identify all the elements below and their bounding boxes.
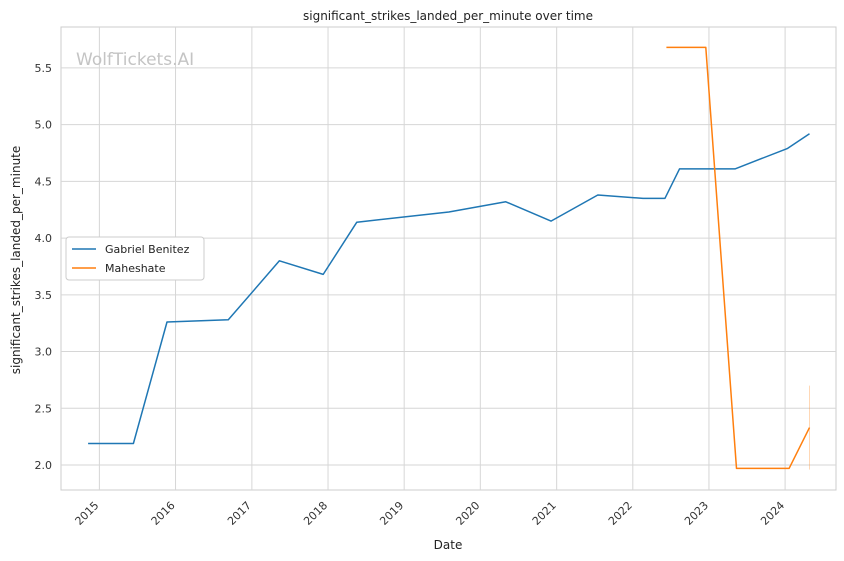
y-axis-label: significant_strikes_landed_per_minute [9,146,23,375]
y-tick-label: 4.0 [35,232,53,245]
legend: Gabriel Benitez Maheshate [65,236,205,281]
chart-title: significant_strikes_landed_per_minute ov… [303,9,593,23]
x-tick-label: 2019 [377,499,406,528]
series-lines [88,46,811,470]
x-tick-label: 2015 [73,499,102,528]
y-tick-label: 5.0 [35,119,53,132]
watermark: WolfTickets.AI [76,50,194,70]
series-line-maheshate [666,46,811,470]
x-tick-label: 2020 [453,499,482,528]
y-tick-label: 5.5 [35,62,53,75]
legend-box [65,236,205,281]
x-axis-label: Date [434,538,463,552]
y-tick-labels: 2.0 2.5 3.0 3.5 4.0 4.5 5.0 5.5 [35,62,53,472]
x-tick-label: 2024 [758,499,787,528]
y-tick-label: 2.5 [35,402,53,415]
legend-label-gabriel-benitez: Gabriel Benitez [105,243,190,256]
y-tick-label: 3.0 [35,346,53,359]
y-tick-label: 4.5 [35,175,53,188]
y-tick-label: 2.0 [35,459,53,472]
y-tick-label: 3.5 [35,289,53,302]
x-tick-labels: 2015 2016 2017 2018 2019 2020 2021 2022 2023 2024 [73,499,788,528]
x-tick-label: 2023 [682,499,711,528]
legend-label-maheshate: Maheshate [105,262,166,275]
x-tick-label: 2017 [225,499,254,528]
series-line-gabriel-benitez [88,133,810,445]
x-tick-label: 2018 [301,499,330,528]
x-tick-label: 2021 [530,499,559,528]
x-tick-label: 2016 [149,499,178,528]
x-tick-label: 2022 [606,499,635,528]
